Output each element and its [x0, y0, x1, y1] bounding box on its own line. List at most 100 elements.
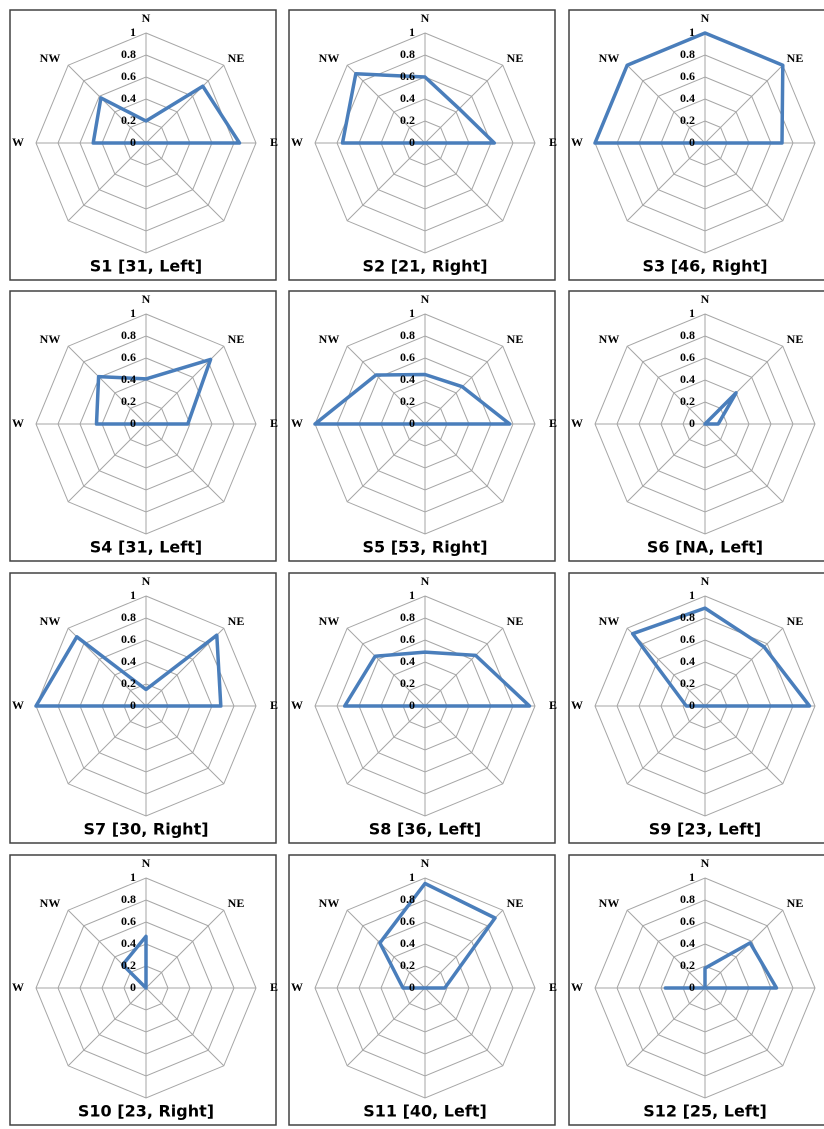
- data-polygon: [593, 31, 785, 145]
- spoke: [626, 345, 706, 425]
- tick-label: 0.4: [121, 372, 136, 386]
- direction-label: NE: [507, 332, 524, 346]
- tick-label: 0.6: [121, 350, 136, 364]
- tick-label: 0: [689, 698, 695, 712]
- tick-label: 0.8: [400, 892, 415, 906]
- direction-label: E: [270, 980, 278, 994]
- tick-label: 0.4: [400, 91, 415, 105]
- spoke: [67, 142, 147, 222]
- tick-label: 0.8: [121, 892, 136, 906]
- spoke: [145, 142, 225, 222]
- direction-label: N: [421, 574, 430, 588]
- direction-label: N: [142, 11, 151, 25]
- tick-label: 1: [409, 25, 415, 39]
- tick-label: 1: [689, 306, 695, 320]
- direction-label: W: [571, 416, 583, 430]
- panel-frame: [568, 854, 824, 1126]
- direction-label: NE: [787, 896, 804, 910]
- spoke: [346, 64, 426, 144]
- tick-label: 1: [409, 870, 415, 884]
- direction-label: E: [270, 698, 278, 712]
- tick-label: 0.8: [680, 47, 695, 61]
- tick-label: 0.6: [680, 632, 695, 646]
- spoke: [145, 423, 225, 503]
- spoke: [424, 627, 504, 707]
- direction-label: NW: [319, 332, 340, 346]
- direction-label: E: [549, 416, 557, 430]
- spoke: [626, 64, 706, 144]
- tick-label: 0.4: [680, 91, 695, 105]
- tick-label: 0.4: [121, 91, 136, 105]
- data-polygon: [313, 372, 512, 426]
- panel-frame: [288, 290, 556, 562]
- tick-label: 1: [689, 25, 695, 39]
- direction-label: E: [549, 698, 557, 712]
- tick-label: 0: [409, 698, 415, 712]
- tick-label: 0: [130, 135, 136, 149]
- direction-label: NW: [599, 614, 620, 628]
- direction-label: W: [12, 416, 24, 430]
- tick-label: 0: [689, 135, 695, 149]
- tick-label: 0.4: [121, 936, 136, 950]
- spoke: [704, 627, 784, 707]
- direction-label: NE: [228, 614, 245, 628]
- tick-label: 0.4: [680, 936, 695, 950]
- direction-label: NW: [599, 896, 620, 910]
- spoke: [626, 142, 706, 222]
- direction-label: N: [421, 856, 430, 870]
- tick-label: 1: [130, 306, 136, 320]
- spoke: [346, 987, 426, 1067]
- tick-label: 1: [130, 588, 136, 602]
- tick-label: 0: [409, 135, 415, 149]
- spoke: [626, 987, 706, 1067]
- panel-frame: [9, 572, 277, 844]
- spoke: [67, 705, 147, 785]
- direction-label: NW: [40, 51, 61, 65]
- tick-label: 1: [409, 306, 415, 320]
- tick-label: 0.6: [680, 914, 695, 928]
- tick-label: 0.8: [680, 610, 695, 624]
- spoke: [145, 64, 225, 144]
- spoke: [626, 909, 706, 989]
- tick-label: 0.8: [680, 328, 695, 342]
- tick-label: 0.2: [400, 394, 415, 408]
- tick-label: 0.2: [121, 958, 136, 972]
- direction-label: NE: [507, 614, 524, 628]
- tick-label: 0.8: [680, 892, 695, 906]
- direction-label: NW: [599, 332, 620, 346]
- direction-label: W: [291, 416, 303, 430]
- spoke: [145, 909, 225, 989]
- tick-label: 0.8: [400, 47, 415, 61]
- data-polygon: [342, 650, 532, 708]
- spoke: [346, 705, 426, 785]
- tick-label: 1: [130, 870, 136, 884]
- tick-label: 0.8: [121, 328, 136, 342]
- spoke: [424, 345, 504, 425]
- direction-label: N: [142, 574, 151, 588]
- tick-label: 0.2: [121, 113, 136, 127]
- tick-label: 1: [130, 25, 136, 39]
- direction-label: NE: [507, 51, 524, 65]
- spoke: [626, 423, 706, 503]
- spoke: [346, 142, 426, 222]
- spoke: [424, 705, 504, 785]
- panel-title: S7 [30, Right]: [83, 820, 208, 839]
- tick-label: 0.2: [400, 113, 415, 127]
- tick-label: 0.4: [680, 372, 695, 386]
- tick-label: 0.6: [680, 350, 695, 364]
- tick-label: 0.2: [121, 394, 136, 408]
- tick-label: 1: [689, 870, 695, 884]
- panel-title: S10 [23, Right]: [78, 1102, 214, 1121]
- direction-label: NE: [787, 51, 804, 65]
- tick-label: 0.4: [400, 936, 415, 950]
- tick-label: 0: [130, 980, 136, 994]
- tick-label: 0.2: [400, 958, 415, 972]
- panel-frame: [288, 572, 556, 844]
- direction-label: W: [571, 135, 583, 149]
- spoke: [424, 64, 504, 144]
- direction-label: NE: [228, 896, 245, 910]
- tick-label: 0.6: [121, 914, 136, 928]
- direction-label: W: [291, 980, 303, 994]
- panel-frame: [9, 854, 277, 1126]
- spoke: [626, 705, 706, 785]
